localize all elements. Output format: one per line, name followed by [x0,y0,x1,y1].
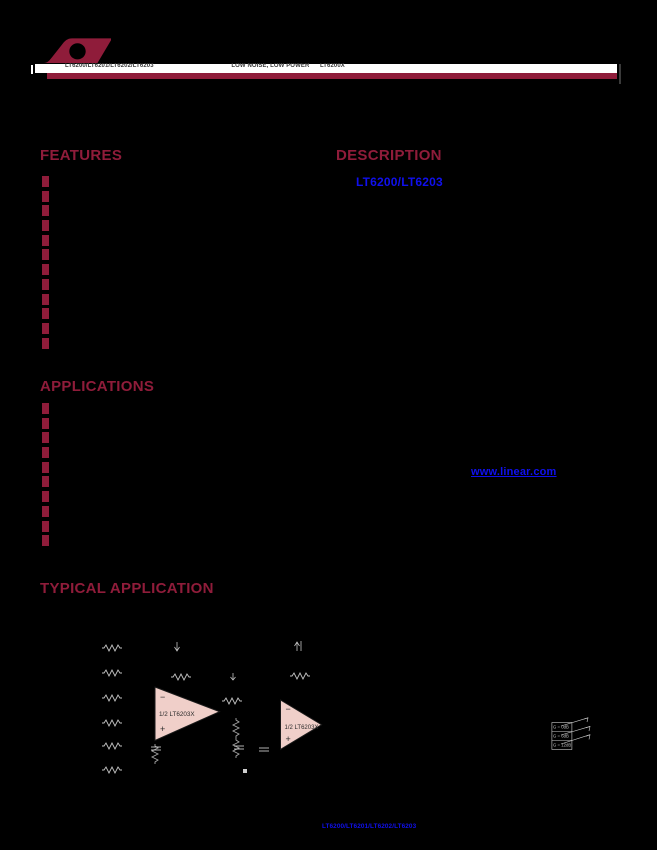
svg-text:+: + [160,724,165,734]
svg-text:G = 12dB: G = 12dB [553,742,571,747]
svg-text:1/2 LT6203X: 1/2 LT6203X [159,711,195,718]
svg-text:1/2 LT6203X: 1/2 LT6203X [285,725,319,731]
svg-text:+: + [286,734,291,744]
svg-text:−: − [160,692,165,702]
svg-text:G = 0dB: G = 0dB [553,724,569,729]
svg-text:−: − [286,704,291,714]
svg-text:G = 6dB: G = 6dB [553,733,569,738]
